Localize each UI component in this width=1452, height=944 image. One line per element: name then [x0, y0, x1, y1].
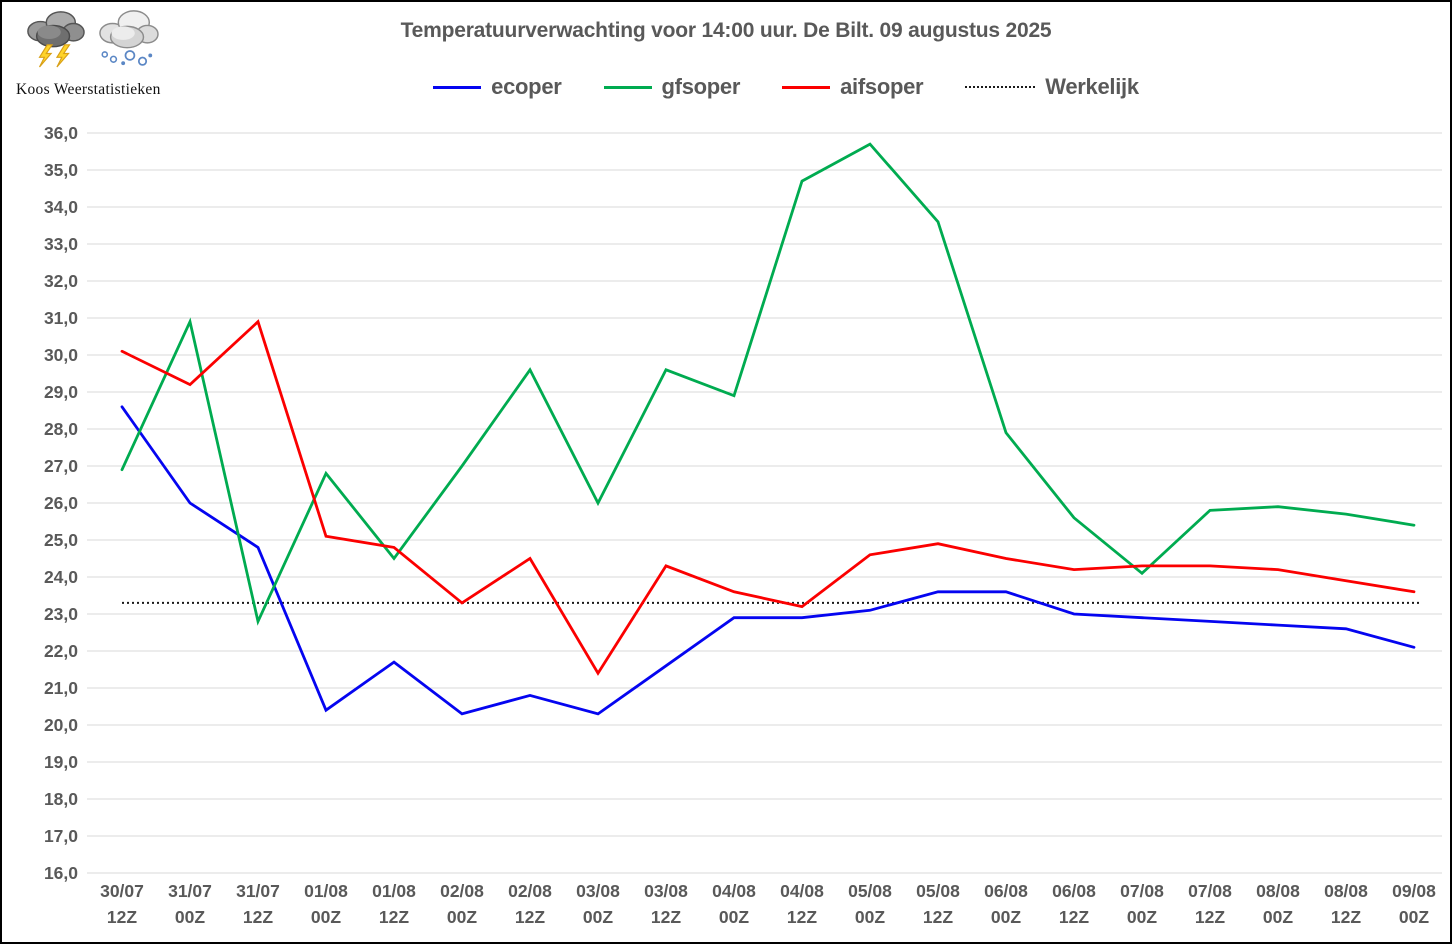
x-axis-time-label: 12Z — [1059, 907, 1089, 927]
x-axis-date-label: 04/08 — [780, 881, 824, 901]
x-axis-date-label: 02/08 — [508, 881, 552, 901]
y-axis-tick-label: 27,0 — [44, 456, 78, 476]
y-axis-tick-label: 17,0 — [44, 826, 78, 846]
x-axis-date-label: 31/07 — [236, 881, 280, 901]
x-axis-time-label: 12Z — [787, 907, 817, 927]
logo-text: Koos Weerstatistieken — [16, 81, 161, 98]
legend-item-gfsoper: gfsoper — [603, 74, 741, 100]
x-axis-date-label: 06/08 — [1052, 881, 1096, 901]
x-axis-time-label: 00Z — [855, 907, 885, 927]
x-axis-time-label: 12Z — [1331, 907, 1361, 927]
y-axis-tick-label: 18,0 — [44, 789, 78, 809]
legend-label: gfsoper — [661, 74, 741, 99]
y-axis-tick-label: 21,0 — [44, 678, 78, 698]
chart-legend: ecoper gfsoper aifsoper Werkelijk — [182, 70, 1390, 104]
site-logo: Koos Weerstatistieken — [16, 8, 196, 99]
y-axis-tick-label: 28,0 — [44, 419, 78, 439]
y-axis-tick-label: 22,0 — [44, 641, 78, 661]
legend-item-werkelijk: Werkelijk — [965, 74, 1139, 100]
y-axis-tick-label: 35,0 — [44, 160, 78, 180]
y-axis-tick-label: 30,0 — [44, 345, 78, 365]
y-axis-tick-label: 33,0 — [44, 234, 78, 254]
y-axis-tick-label: 20,0 — [44, 715, 78, 735]
x-axis-date-label: 06/08 — [984, 881, 1028, 901]
storm-cloud-lightning-icon — [24, 8, 86, 73]
legend-label: aifsoper — [840, 74, 924, 99]
x-axis-time-label: 12Z — [651, 907, 681, 927]
series-line-aifsoper — [120, 319, 1416, 676]
y-axis-tick-label: 32,0 — [44, 271, 78, 291]
x-axis-time-label: 12Z — [243, 907, 273, 927]
x-axis-time-label: 00Z — [1127, 907, 1157, 927]
legend-item-aifsoper: aifsoper — [782, 74, 924, 100]
x-axis-date-label: 09/08 — [1392, 881, 1436, 901]
legend-item-ecoper: ecoper — [433, 74, 562, 100]
y-axis-tick-label: 23,0 — [44, 604, 78, 624]
x-axis-date-label: 08/08 — [1256, 881, 1300, 901]
x-axis-date-label: 02/08 — [440, 881, 484, 901]
y-axis-tick-label: 25,0 — [44, 530, 78, 550]
x-axis-date-label: 07/08 — [1120, 881, 1164, 901]
x-axis-date-label: 04/08 — [712, 881, 756, 901]
logo-icons — [24, 8, 196, 73]
x-axis-time-label: 12Z — [1195, 907, 1225, 927]
x-axis-time-label: 00Z — [719, 907, 749, 927]
legend-swatch-werkelijk — [965, 86, 1036, 88]
x-axis-date-label: 30/07 — [100, 881, 144, 901]
legend-label: ecoper — [491, 74, 562, 99]
x-axis-date-label: 01/08 — [372, 881, 416, 901]
x-axis-date-label: 05/08 — [848, 881, 892, 901]
y-axis-tick-label: 31,0 — [44, 308, 78, 328]
y-axis-tick-label: 34,0 — [44, 197, 78, 217]
x-axis-time-label: 00Z — [1263, 907, 1293, 927]
x-axis-time-label: 00Z — [175, 907, 205, 927]
legend-label: Werkelijk — [1045, 74, 1139, 99]
x-axis-time-label: 12Z — [379, 907, 409, 927]
series-line-gfsoper — [120, 142, 1416, 626]
x-axis-date-label: 07/08 — [1188, 881, 1232, 901]
y-axis-tick-label: 16,0 — [44, 863, 78, 883]
x-axis-time-label: 00Z — [447, 907, 477, 927]
x-axis-date-label: 08/08 — [1324, 881, 1368, 901]
legend-swatch-aifsoper — [782, 85, 831, 89]
chart-title: Temperatuurverwachting voor 14:00 uur. D… — [400, 19, 1052, 42]
y-axis-tick-label: 24,0 — [44, 567, 78, 587]
x-axis-date-label: 05/08 — [916, 881, 960, 901]
y-axis-tick-label: 29,0 — [44, 382, 78, 402]
x-axis-date-label: 03/08 — [576, 881, 620, 901]
y-axis-tick-label: 26,0 — [44, 493, 78, 513]
x-axis-time-label: 12Z — [923, 907, 953, 927]
x-axis-time-label: 00Z — [991, 907, 1021, 927]
legend-swatch-ecoper — [433, 85, 482, 89]
legend-swatch-gfsoper — [603, 85, 652, 89]
y-axis-tick-label: 36,0 — [44, 123, 78, 143]
cloud-hail-icon — [96, 8, 160, 73]
x-axis-time-label: 00Z — [311, 907, 341, 927]
series-line-ecoper — [120, 405, 1416, 716]
x-axis-date-label: 03/08 — [644, 881, 688, 901]
x-axis-time-label: 00Z — [583, 907, 613, 927]
x-axis-time-label: 00Z — [1399, 907, 1429, 927]
x-axis-date-label: 01/08 — [304, 881, 348, 901]
x-axis-time-label: 12Z — [107, 907, 137, 927]
x-axis-date-label: 31/07 — [168, 881, 212, 901]
x-axis-time-label: 12Z — [515, 907, 545, 927]
y-axis-tick-label: 19,0 — [44, 752, 78, 772]
